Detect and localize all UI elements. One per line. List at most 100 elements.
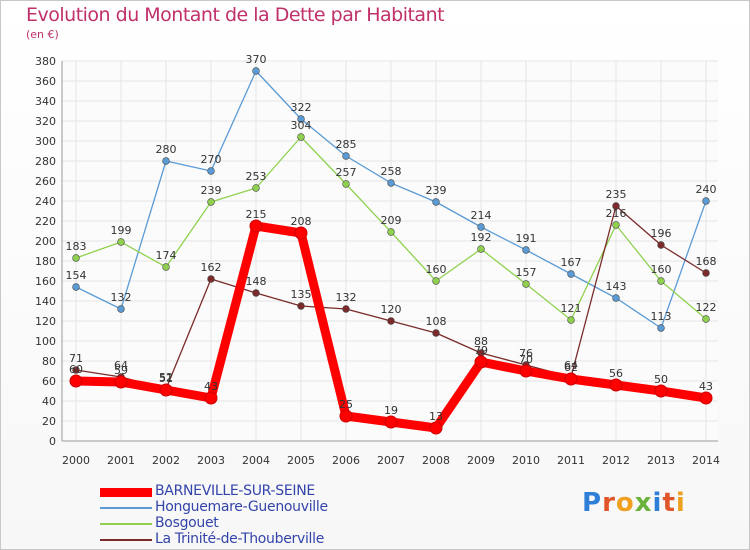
data-label: 235	[606, 188, 627, 201]
data-label: 64	[114, 359, 128, 372]
y-tick-label: 80	[42, 355, 56, 368]
data-label: 199	[111, 224, 132, 237]
data-point	[567, 270, 575, 278]
data-label: 154	[66, 269, 87, 282]
data-point	[387, 317, 395, 325]
data-label: 132	[336, 291, 357, 304]
y-tick-label: 140	[35, 295, 56, 308]
legend-swatch	[100, 507, 152, 509]
x-tick-label: 2013	[647, 454, 675, 467]
logo-letter: o	[615, 488, 635, 518]
data-label: 59	[114, 364, 128, 377]
data-label: 132	[111, 291, 132, 304]
data-point	[342, 152, 350, 160]
y-tick-label: 100	[35, 335, 56, 348]
data-point	[654, 384, 668, 398]
data-label: 52	[159, 371, 173, 384]
data-label: 71	[69, 352, 83, 365]
data-point	[207, 198, 215, 206]
data-label: 64	[564, 359, 578, 372]
data-point	[702, 315, 710, 323]
data-point	[657, 277, 665, 285]
data-point	[162, 157, 170, 165]
legend-swatch	[100, 523, 152, 525]
data-label: 70	[519, 353, 533, 366]
legend-label: La Trinité-de-Thouberville	[155, 531, 325, 547]
data-point	[252, 289, 260, 297]
data-label: 113	[651, 310, 672, 323]
data-labels: 154 132 280 270 370 322 285 258 239 214 191 167 143 1…	[66, 53, 717, 423]
x-tick-label: 2002	[152, 454, 180, 467]
y-tick-label: 360	[35, 75, 56, 88]
axes: 0 20 40 60 80 100 120 140 160 180 200 220 240 260 280 3…	[35, 55, 720, 467]
data-label: 51	[159, 372, 173, 385]
data-label: 270	[201, 153, 222, 166]
data-point	[474, 355, 488, 369]
data-label: 108	[426, 315, 447, 328]
legend-swatch	[100, 539, 152, 541]
data-point	[432, 329, 440, 337]
legend-item: Bosgouet	[100, 515, 400, 532]
data-point	[702, 197, 710, 205]
data-label: 135	[291, 288, 312, 301]
data-point	[72, 283, 80, 291]
data-label: 322	[291, 101, 312, 114]
legend: BARNEVILLE-SUR-SEINE Honguemare-Guenouvil…	[100, 483, 400, 548]
data-point	[69, 374, 83, 388]
y-tick-label: 260	[35, 175, 56, 188]
proxiti-logo: Proxiti	[582, 488, 686, 518]
y-tick-label: 40	[42, 395, 56, 408]
x-tick-label: 2000	[62, 454, 90, 467]
data-label: 183	[66, 240, 87, 253]
data-label: 239	[201, 184, 222, 197]
data-point	[387, 228, 395, 236]
legend-item: Honguemare-Guenouville	[100, 499, 400, 516]
data-point	[117, 305, 125, 313]
y-tick-label: 340	[35, 95, 56, 108]
data-point	[612, 294, 620, 302]
y-tick-label: 380	[35, 55, 56, 68]
x-tick-label: 2011	[557, 454, 585, 467]
data-point	[342, 305, 350, 313]
data-point	[249, 219, 263, 233]
data-label: 253	[246, 170, 267, 183]
chart-subtitle: (en €)	[26, 28, 59, 41]
x-tick-label: 2012	[602, 454, 630, 467]
data-label: 192	[471, 231, 492, 244]
data-label: 79	[474, 344, 488, 357]
logo-letter: t	[662, 488, 676, 518]
logo-letter: P	[582, 488, 603, 518]
legend-label: BARNEVILLE-SUR-SEINE	[155, 483, 315, 499]
y-tick-label: 320	[35, 115, 56, 128]
y-tick-label: 240	[35, 195, 56, 208]
data-point	[159, 383, 173, 397]
data-label: 160	[426, 263, 447, 276]
data-label: 196	[651, 227, 672, 240]
data-label: 148	[246, 275, 267, 288]
x-tick-label: 2014	[692, 454, 720, 467]
legend-label: Bosgouet	[155, 515, 219, 531]
data-point	[72, 366, 80, 374]
data-label: 43	[204, 380, 218, 393]
x-tick-label: 2001	[107, 454, 135, 467]
legend-item: BARNEVILLE-SUR-SEINE	[100, 483, 400, 500]
data-label: 216	[606, 207, 627, 220]
legend-label: Honguemare-Guenouville	[155, 499, 328, 515]
y-tick-label: 20	[42, 415, 56, 428]
data-label: 208	[291, 215, 312, 228]
data-point	[657, 241, 665, 249]
data-label: 370	[246, 53, 267, 66]
data-label: 280	[156, 143, 177, 156]
data-point	[477, 223, 485, 231]
data-point	[72, 254, 80, 262]
x-tick-label: 2009	[467, 454, 495, 467]
data-point	[429, 421, 443, 435]
data-point	[432, 277, 440, 285]
y-tick-label: 300	[35, 135, 56, 148]
data-point	[699, 391, 713, 405]
data-label: 50	[654, 373, 668, 386]
data-label: 76	[519, 347, 533, 360]
data-point	[564, 372, 578, 386]
y-tick-label: 60	[42, 375, 56, 388]
legend-item: La Trinité-de-Thouberville	[100, 531, 400, 548]
